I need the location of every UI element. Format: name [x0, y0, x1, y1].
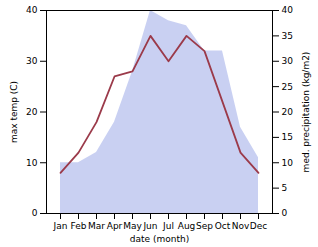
- svg-text:20: 20: [26, 107, 38, 117]
- svg-text:35: 35: [282, 31, 293, 41]
- svg-text:Dec: Dec: [250, 221, 267, 231]
- svg-text:40: 40: [282, 5, 294, 15]
- svg-text:0: 0: [32, 208, 38, 218]
- svg-text:30: 30: [282, 56, 294, 66]
- svg-text:10: 10: [282, 158, 294, 168]
- svg-text:Feb: Feb: [71, 221, 87, 231]
- svg-text:20: 20: [282, 107, 294, 117]
- svg-text:Nov: Nov: [232, 221, 250, 231]
- svg-text:date (month): date (month): [130, 234, 189, 244]
- svg-text:Jan: Jan: [53, 221, 68, 231]
- svg-text:Jul: Jul: [162, 221, 174, 231]
- svg-text:40: 40: [26, 5, 38, 15]
- svg-text:15: 15: [282, 132, 293, 142]
- svg-text:30: 30: [26, 56, 38, 66]
- svg-text:med. precipitation (kg/m2): med. precipitation (kg/m2): [301, 52, 311, 173]
- svg-text:Sep: Sep: [196, 221, 213, 231]
- svg-text:Mar: Mar: [88, 221, 105, 231]
- svg-text:Jun: Jun: [142, 221, 157, 231]
- svg-text:0: 0: [282, 208, 288, 218]
- svg-text:Aug: Aug: [178, 221, 196, 231]
- svg-text:5: 5: [282, 183, 288, 193]
- svg-text:Oct: Oct: [215, 221, 231, 231]
- svg-text:25: 25: [282, 82, 293, 92]
- svg-text:May: May: [123, 221, 142, 231]
- svg-text:10: 10: [26, 158, 38, 168]
- svg-text:max temp (C): max temp (C): [9, 81, 19, 143]
- svg-text:Apr: Apr: [107, 221, 123, 231]
